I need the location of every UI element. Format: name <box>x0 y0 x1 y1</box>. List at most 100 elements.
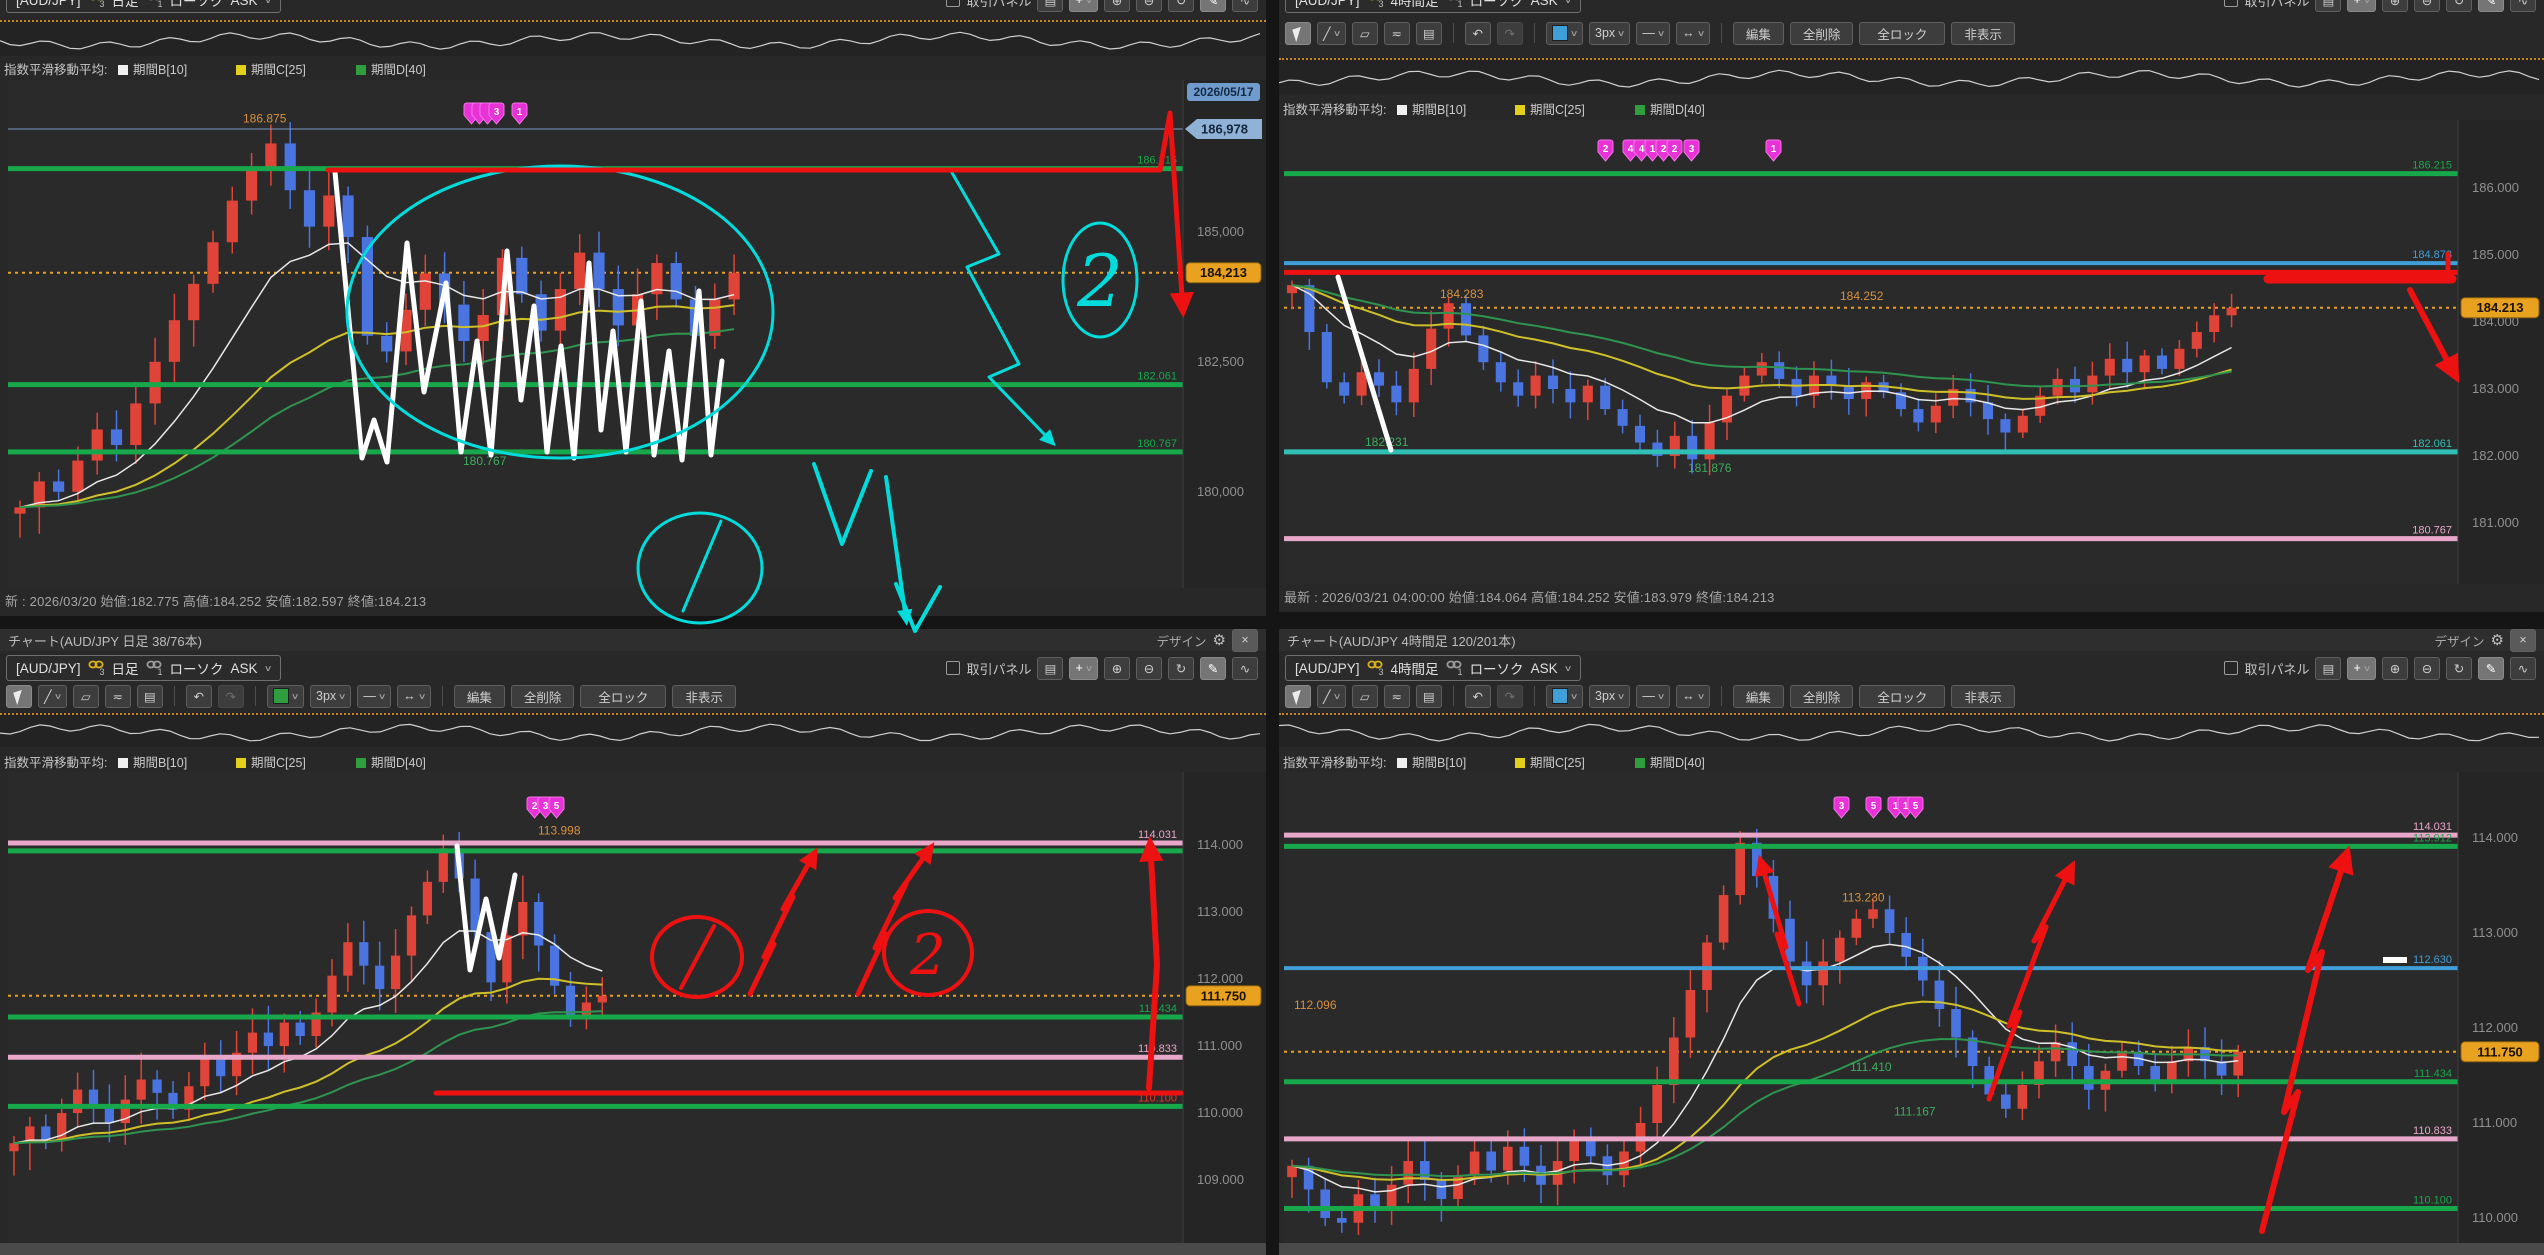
eraser-tool-button[interactable]: ▱ <box>1351 684 1378 708</box>
delete-all-button[interactable]: 全削除 <box>510 684 575 708</box>
symbol-timeframe-dropdown[interactable]: [AUD/JPY] 3 日足 1 ローソク ASK ∨ <box>6 655 281 681</box>
label-tool-button[interactable]: ▤ <box>1415 684 1442 708</box>
indicator-button[interactable]: ∿ <box>1232 656 1258 680</box>
zoom-in-button[interactable]: ⊕ <box>2382 0 2408 12</box>
lock-all-button[interactable]: 全ロック <box>1859 21 1946 45</box>
undo-button[interactable]: ↶ <box>185 684 212 708</box>
line-width-button[interactable]: 3px ∨ <box>1589 684 1631 708</box>
redo-button[interactable]: ↷ <box>217 684 244 708</box>
marker-flag[interactable]: 3 <box>488 102 505 125</box>
trend-tool-button[interactable]: ≂ <box>104 684 131 708</box>
price-chart-tl[interactable]: 186.215 182.061 180.767 186.875 180.767 185,0… <box>8 80 1266 588</box>
draw-mode-button[interactable]: ✎ <box>2478 656 2504 680</box>
line-color-button[interactable]: ∨ <box>266 684 304 708</box>
crosshair-button[interactable]: +∨ <box>1069 0 1098 12</box>
arrow-style-button[interactable]: ↔ ∨ <box>1676 21 1710 45</box>
line-color-button[interactable]: ∨ <box>1545 21 1583 45</box>
marker-flag[interactable]: 2 <box>1666 139 1683 162</box>
zoom-out-button[interactable]: ⊖ <box>2414 656 2440 680</box>
line-tool-button[interactable]: ╱ ∨ <box>1317 21 1346 45</box>
refresh-button[interactable]: ↻ <box>1168 0 1194 12</box>
trade-panel-checkbox[interactable] <box>946 0 961 7</box>
edit-button[interactable]: 編集 <box>1732 684 1784 708</box>
crosshair-button[interactable]: +∨ <box>1069 656 1098 680</box>
price-chart-bl[interactable]: 114.031 111.434 110.833 110.100 113.998 114.0… <box>8 772 1266 1243</box>
zoom-out-button[interactable]: ⊖ <box>1136 0 1162 12</box>
label-tool-button[interactable]: ▤ <box>136 684 163 708</box>
marker-flag[interactable]: 5 <box>1865 796 1882 819</box>
delete-all-button[interactable]: 全削除 <box>1789 684 1854 708</box>
trade-panel-checkbox[interactable] <box>2224 661 2239 675</box>
zoom-out-button[interactable]: ⊖ <box>1136 656 1162 680</box>
select-cursor-button[interactable] <box>6 684 32 708</box>
grid-settings-button[interactable]: ▤ <box>1037 0 1064 12</box>
refresh-button[interactable]: ↻ <box>2446 656 2472 680</box>
draw-mode-button[interactable]: ✎ <box>2478 0 2504 12</box>
navigator-mini-chart[interactable] <box>1279 713 2544 747</box>
navigator-mini-chart[interactable] <box>1279 58 2544 94</box>
line-tool-button[interactable]: ╱ ∨ <box>1317 684 1346 708</box>
marker-flag[interactable]: 5 <box>548 796 565 819</box>
undo-button[interactable]: ↶ <box>1464 21 1491 45</box>
delete-all-button[interactable]: 全削除 <box>1789 21 1854 45</box>
zoom-in-button[interactable]: ⊕ <box>2382 656 2408 680</box>
grid-settings-button[interactable]: ▤ <box>2315 0 2342 12</box>
eraser-tool-button[interactable]: ▱ <box>1351 21 1378 45</box>
navigator-mini-chart[interactable] <box>0 20 1266 56</box>
marker-flag[interactable]: 3 <box>1683 139 1700 162</box>
lock-all-button[interactable]: 全ロック <box>1859 684 1946 708</box>
marker-flag[interactable]: 1 <box>1765 139 1782 162</box>
edit-button[interactable]: 編集 <box>453 684 505 708</box>
crosshair-button[interactable]: +∨ <box>2347 0 2376 12</box>
indicator-button[interactable]: ∿ <box>1232 0 1258 12</box>
marker-flag[interactable]: 1 <box>511 102 528 125</box>
line-width-button[interactable]: 3px ∨ <box>1589 21 1631 45</box>
lock-all-button[interactable]: 全ロック <box>580 684 667 708</box>
line-style-button[interactable]: — ∨ <box>357 684 392 708</box>
line-color-button[interactable]: ∨ <box>1545 684 1583 708</box>
draw-mode-button[interactable]: ✎ <box>1200 656 1226 680</box>
line-width-button[interactable]: 3px ∨ <box>310 684 352 708</box>
navigator-mini-chart[interactable] <box>0 713 1266 747</box>
trade-panel-checkbox[interactable] <box>2224 0 2239 7</box>
crosshair-button[interactable]: +∨ <box>2347 656 2376 680</box>
arrow-style-button[interactable]: ↔ ∨ <box>397 684 431 708</box>
select-cursor-button[interactable] <box>1285 21 1311 45</box>
line-tool-button[interactable]: ╱ ∨ <box>38 684 67 708</box>
label-tool-button[interactable]: ▤ <box>1415 21 1442 45</box>
zoom-in-button[interactable]: ⊕ <box>1104 656 1130 680</box>
trade-panel-checkbox[interactable] <box>946 661 961 675</box>
eraser-tool-button[interactable]: ▱ <box>72 684 99 708</box>
marker-flag[interactable]: 3 <box>1833 796 1850 819</box>
close-panel-button[interactable]: × <box>1232 629 1258 652</box>
select-cursor-button[interactable] <box>1285 684 1311 708</box>
arrow-style-button[interactable]: ↔ ∨ <box>1676 684 1710 708</box>
marker-flag[interactable]: 2 <box>1597 139 1614 162</box>
refresh-button[interactable]: ↻ <box>1168 656 1194 680</box>
symbol-timeframe-dropdown[interactable]: [AUD/JPY] 3 日足 1 ローソク ASK ∨ <box>6 0 281 13</box>
settings-gear-button[interactable]: ⚙ <box>1212 632 1226 649</box>
trend-tool-button[interactable]: ≂ <box>1383 684 1410 708</box>
symbol-timeframe-dropdown[interactable]: [AUD/JPY] 3 4時間足 1 ローソク ASK ∨ <box>1285 655 1581 681</box>
indicator-button[interactable]: ∿ <box>2510 656 2536 680</box>
close-panel-button[interactable]: × <box>2510 629 2536 652</box>
refresh-button[interactable]: ↻ <box>2446 0 2472 12</box>
hide-button[interactable]: 非表示 <box>672 684 736 708</box>
undo-button[interactable]: ↶ <box>1464 684 1491 708</box>
draw-mode-button[interactable]: ✎ <box>1200 0 1226 12</box>
symbol-timeframe-dropdown[interactable]: [AUD/JPY] 3 4時間足 1 ローソク ASK ∨ <box>1285 0 1581 13</box>
price-chart-tr[interactable]: 186.215 184.878 182.061 180.767 184.283 184.2… <box>1284 120 2544 584</box>
indicator-button[interactable]: ∿ <box>2510 0 2536 12</box>
hide-button[interactable]: 非表示 <box>1951 684 2015 708</box>
line-style-button[interactable]: — ∨ <box>1636 21 1671 45</box>
marker-flag[interactable]: 5 <box>1907 796 1924 819</box>
zoom-out-button[interactable]: ⊖ <box>2414 0 2440 12</box>
redo-button[interactable]: ↷ <box>1496 21 1523 45</box>
trend-tool-button[interactable]: ≂ <box>1383 21 1410 45</box>
hide-button[interactable]: 非表示 <box>1951 21 2015 45</box>
redo-button[interactable]: ↷ <box>1496 684 1523 708</box>
edit-button[interactable]: 編集 <box>1732 21 1784 45</box>
settings-gear-button[interactable]: ⚙ <box>2490 632 2504 649</box>
zoom-in-button[interactable]: ⊕ <box>1104 0 1130 12</box>
